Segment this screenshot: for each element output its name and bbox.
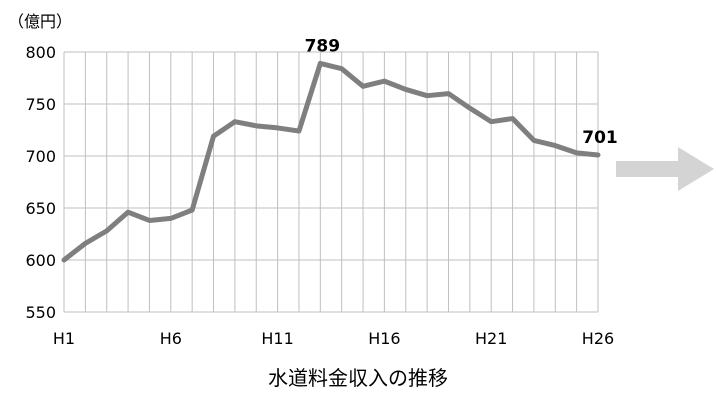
data-point: [597, 154, 599, 156]
y-tick-label: 800: [25, 43, 56, 62]
data-point: [383, 80, 385, 82]
data-label: 789: [305, 36, 341, 56]
x-tick-label: H11: [261, 329, 293, 348]
data-point: [405, 88, 407, 90]
y-tick-label: 600: [25, 251, 56, 270]
data-point: [255, 125, 257, 127]
y-tick-label: 700: [25, 147, 56, 166]
data-point: [447, 93, 449, 95]
data-point: [106, 230, 108, 232]
data-point: [298, 130, 300, 132]
data-point: [191, 209, 193, 211]
data-point: [512, 118, 514, 120]
data-point: [84, 242, 86, 244]
data-point: [554, 145, 556, 147]
x-tick-label: H1: [53, 329, 75, 348]
data-point: [576, 152, 578, 154]
x-tick-label: H21: [475, 329, 507, 348]
axis-ticks: 550 600 650 700 750 800 H1 H6 H11 H16 H21 H26: [25, 43, 614, 348]
trend-arrow: [616, 146, 714, 191]
y-tick-label: 550: [25, 303, 56, 322]
trend-arrow-shape: [616, 146, 714, 191]
y-tick-label: 750: [25, 95, 56, 114]
data-point: [213, 135, 215, 137]
data-point: [127, 211, 129, 213]
data-point: [426, 95, 428, 97]
data-point: [234, 121, 236, 123]
data-point: [319, 62, 321, 64]
y-axis-unit-label: （億円）: [8, 12, 73, 31]
gridlines: [63, 51, 599, 313]
x-tick-label: H6: [160, 329, 182, 348]
chart-title: 水道料金収入の推移: [268, 366, 448, 390]
data-point: [170, 217, 172, 219]
series-line: [61, 60, 601, 263]
data-point: [148, 219, 150, 221]
data-point: [469, 107, 471, 109]
y-tick-label: 650: [25, 199, 56, 218]
data-point: [362, 85, 364, 87]
data-point: [490, 121, 492, 123]
data-labels: 789 701: [305, 36, 618, 148]
data-point: [533, 139, 535, 141]
x-tick-label: H16: [368, 329, 400, 348]
data-point: [277, 127, 279, 129]
series-layer: [61, 60, 601, 263]
x-tick-label: H26: [582, 329, 614, 348]
data-point: [63, 259, 65, 261]
data-label: 701: [582, 128, 618, 148]
data-point: [341, 68, 343, 70]
